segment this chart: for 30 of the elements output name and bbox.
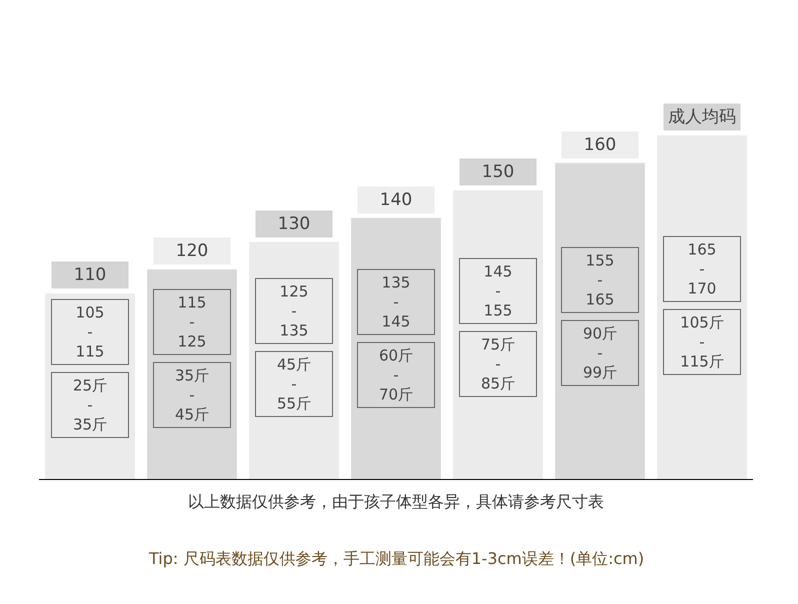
x-tick-label: 160 bbox=[584, 135, 616, 155]
bar bbox=[249, 242, 339, 479]
x-tick-label: 成人均码 bbox=[668, 107, 736, 127]
annotation: 155 - 165 bbox=[586, 252, 614, 308]
bar bbox=[351, 218, 441, 479]
bar bbox=[453, 190, 543, 479]
bar bbox=[657, 135, 747, 479]
x-tick-label: 140 bbox=[380, 190, 412, 210]
annotation: 125 - 135 bbox=[280, 282, 308, 340]
text: 以上数据仅供参考，由于孩子体型各异，具体请参考尺寸表 bbox=[188, 492, 604, 511]
annotation: 145 - 155 bbox=[484, 262, 512, 320]
annotation: 105斤 - 115斤 bbox=[680, 314, 724, 370]
x-tick-label: 120 bbox=[176, 241, 208, 261]
bar bbox=[147, 269, 237, 479]
annotation: 25斤 - 35斤 bbox=[72, 376, 108, 434]
annotation: 105 - 115 bbox=[76, 304, 104, 360]
annotation: 115 - 125 bbox=[178, 294, 206, 350]
annotation: 60斤 - 70斤 bbox=[378, 346, 414, 404]
annotation: 45斤 - 55斤 bbox=[276, 356, 312, 412]
text: Tip: 尺码表数据仅供参考，手工测量可能会有1-3cm误差！(单位:cm) bbox=[148, 549, 644, 568]
annotation: 135 - 145 bbox=[382, 274, 410, 330]
annotation: 35斤 - 45斤 bbox=[174, 366, 210, 424]
x-tick-label: 110 bbox=[74, 265, 106, 285]
bar bbox=[45, 293, 135, 479]
annotation: 90斤 - 99斤 bbox=[582, 324, 618, 382]
bar bbox=[555, 162, 645, 479]
x-tick-label: 150 bbox=[482, 162, 514, 182]
annotation: 75斤 - 85斤 bbox=[480, 336, 516, 392]
x-tick-label: 130 bbox=[278, 214, 310, 234]
annotation: 165 - 170 bbox=[688, 240, 716, 298]
